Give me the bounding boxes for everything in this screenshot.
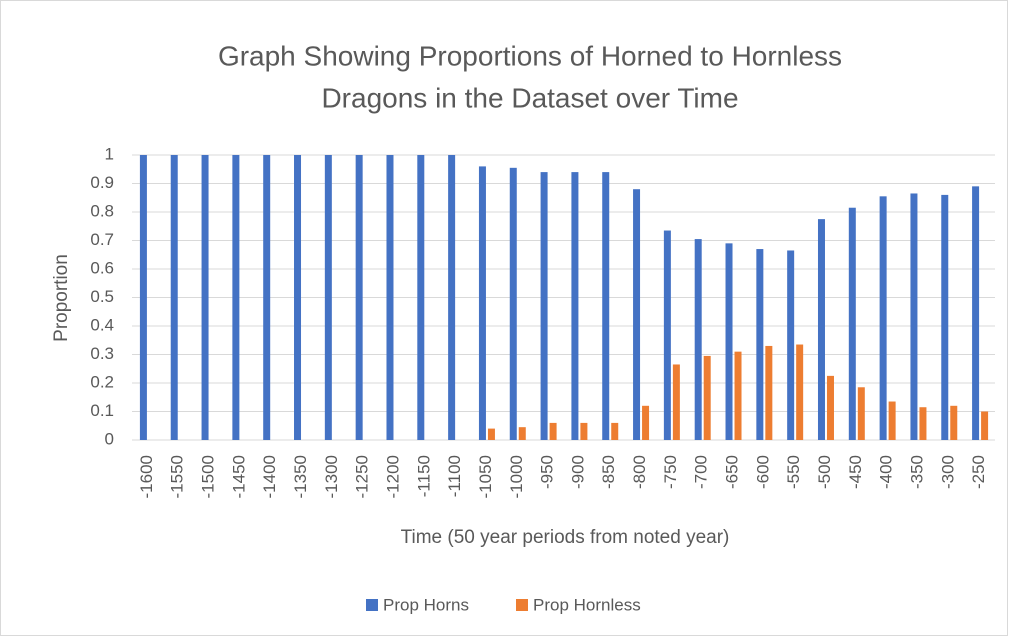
bar — [478, 166, 486, 440]
legend-swatch — [516, 599, 528, 611]
x-tick-label: -1450 — [229, 455, 248, 498]
y-axis-title: Proportion — [51, 254, 72, 342]
bar — [663, 230, 671, 440]
x-tick-label: -550 — [784, 455, 803, 489]
bar — [487, 428, 495, 440]
x-tick-label: -300 — [938, 455, 957, 489]
x-tick-label: -1550 — [168, 455, 187, 498]
x-tick-label: -400 — [877, 455, 896, 489]
bar — [417, 155, 425, 440]
bar — [139, 155, 147, 440]
bar — [703, 355, 711, 440]
bar — [580, 422, 588, 440]
y-tick-label: 0.3 — [90, 344, 114, 363]
bar — [509, 167, 517, 440]
x-tick-label: -900 — [568, 455, 587, 489]
bar — [879, 196, 887, 440]
bar — [848, 207, 856, 440]
y-tick-label: 0.5 — [90, 287, 114, 306]
bar — [981, 411, 989, 440]
y-tick-label: 0.2 — [90, 372, 114, 391]
bar — [694, 239, 702, 440]
bar — [201, 155, 209, 440]
y-tick-label: 0.9 — [90, 173, 114, 192]
bar — [232, 155, 240, 440]
x-tick-label: -800 — [630, 455, 649, 489]
bar — [765, 345, 773, 440]
x-tick-label: -600 — [753, 455, 772, 489]
bar — [725, 243, 733, 440]
bar — [633, 189, 641, 440]
bar — [611, 422, 619, 440]
x-tick-label: -950 — [538, 455, 557, 489]
y-tick-label: 0.8 — [90, 201, 114, 220]
x-tick-label: -750 — [661, 455, 680, 489]
x-tick-label: -1150 — [414, 455, 433, 497]
x-tick-label: -1500 — [199, 455, 218, 498]
x-tick-label: -1400 — [260, 455, 279, 498]
bar — [294, 155, 302, 440]
bar — [817, 219, 825, 440]
bar — [919, 407, 927, 440]
bar — [972, 186, 980, 440]
bar — [888, 401, 896, 440]
x-tick-label: -1100 — [445, 455, 464, 497]
x-tick-label: -350 — [907, 455, 926, 489]
bar — [787, 250, 795, 440]
y-tick-label: 0.4 — [90, 315, 114, 334]
bar — [826, 375, 834, 440]
bar — [263, 155, 271, 440]
x-tick-label: -1000 — [507, 455, 526, 498]
x-tick-label: -1600 — [137, 455, 156, 498]
bar — [756, 249, 764, 440]
y-tick-label: 0.1 — [90, 401, 114, 420]
x-tick-label: -650 — [723, 455, 742, 489]
bar — [950, 405, 958, 440]
x-tick-label: -850 — [599, 455, 618, 489]
legend-label: Prop Horns — [383, 595, 469, 614]
legend-label: Prop Hornless — [533, 595, 641, 614]
bar — [518, 427, 526, 440]
bar — [642, 405, 650, 440]
x-axis-title: Time (50 year periods from noted year) — [401, 527, 730, 548]
y-tick-label: 1 — [105, 144, 114, 163]
y-tick-label: 0.6 — [90, 258, 114, 277]
x-tick-label: -250 — [969, 455, 988, 489]
bar — [672, 364, 680, 440]
chart-title: Dragons in the Dataset over Time — [321, 82, 738, 113]
x-tick-label: -1300 — [322, 455, 341, 498]
bar — [571, 172, 579, 440]
bar — [540, 172, 548, 440]
bar — [324, 155, 332, 440]
bar — [734, 351, 742, 440]
x-tick-label: -1250 — [353, 455, 372, 498]
bar — [170, 155, 178, 440]
x-tick-label: -700 — [692, 455, 711, 489]
bar — [796, 344, 804, 440]
bar — [549, 422, 557, 440]
bar — [941, 194, 949, 440]
bar — [448, 155, 456, 440]
x-tick-label: -1200 — [383, 455, 402, 498]
bar — [386, 155, 394, 440]
bar — [910, 193, 918, 440]
x-tick-label: -500 — [815, 455, 834, 489]
legend-swatch — [366, 599, 378, 611]
bar — [857, 387, 865, 440]
bar — [355, 155, 363, 440]
bar — [602, 172, 610, 440]
x-tick-label: -1050 — [476, 455, 495, 498]
y-tick-label: 0 — [105, 429, 114, 448]
chart-title: Graph Showing Proportions of Horned to H… — [218, 40, 842, 71]
x-tick-label: -450 — [846, 455, 865, 489]
y-tick-label: 0.7 — [90, 230, 114, 249]
x-tick-label: -1350 — [291, 455, 310, 498]
